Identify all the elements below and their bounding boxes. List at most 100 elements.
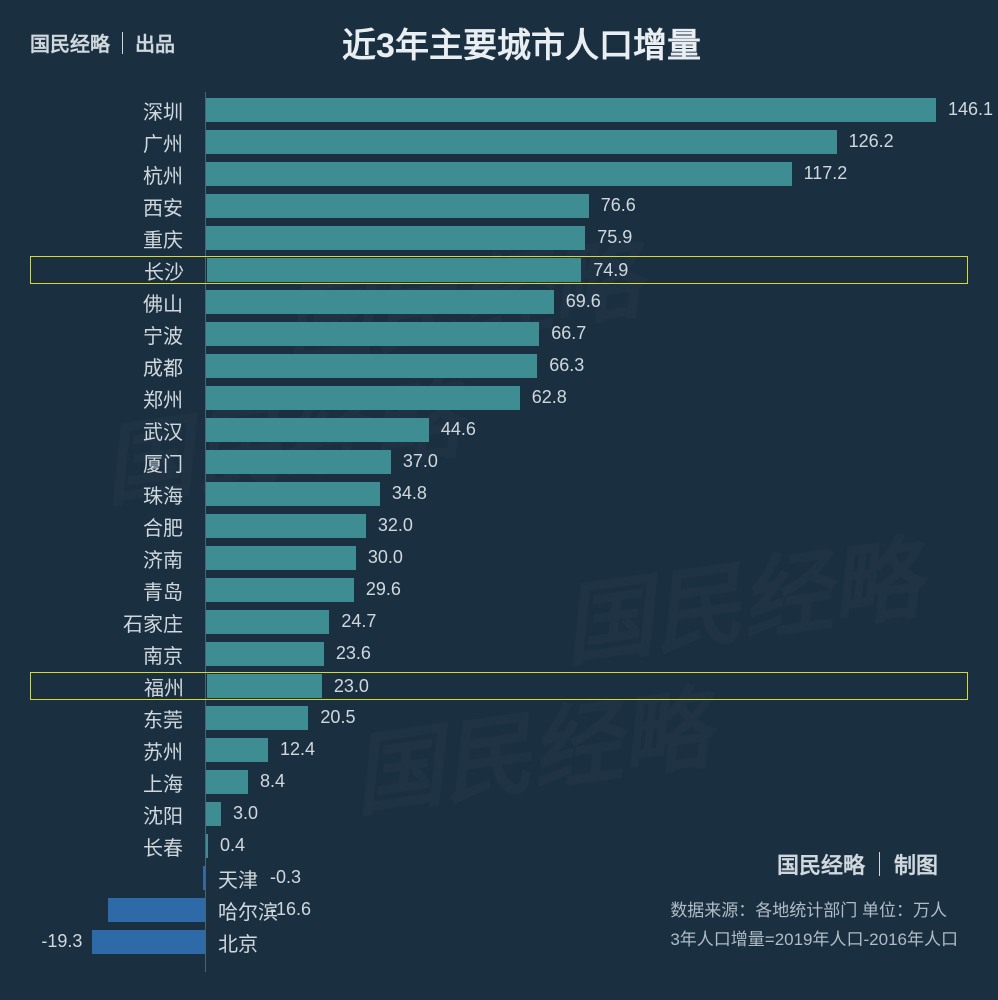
value-label: 37.0 [403, 451, 438, 472]
bar-row: 佛山 69.6 [30, 288, 968, 316]
bar [108, 898, 205, 922]
city-label: 宁波 [30, 320, 195, 349]
city-label: 长沙 [31, 256, 196, 285]
value-label: 66.7 [551, 323, 586, 344]
bar-row: 东莞 20.5 [30, 704, 968, 732]
bar [206, 770, 248, 794]
bar [206, 194, 589, 218]
value-label: 20.5 [320, 707, 355, 728]
city-label: 东莞 [30, 704, 195, 733]
chart-area: 深圳146.1 广州 126.2 杭州 117.2 西安 76.6 重庆75.9 长沙74.9 佛… [30, 92, 968, 972]
bar-row: 武汉 44.6 [30, 416, 968, 444]
bar [206, 514, 366, 538]
bar [206, 546, 356, 570]
bar [203, 866, 205, 890]
bar [206, 354, 537, 378]
value-label: 8.4 [260, 771, 285, 792]
bar [206, 706, 308, 730]
city-label: 成都 [30, 352, 195, 381]
footer-formula: 3年人口增量=2019年人口-2016年人口 [670, 926, 958, 955]
bar-row: 珠海 34.8 [30, 480, 968, 508]
bar [206, 162, 792, 186]
bar-row: 南京23.6 [30, 640, 968, 668]
bar [206, 482, 380, 506]
footer-brand: 国民经略 制图 [777, 848, 938, 880]
city-label: 青岛 [30, 576, 195, 605]
bar [206, 226, 585, 250]
value-label: 117.2 [804, 163, 848, 184]
bar [206, 98, 936, 122]
value-label: 44.6 [441, 419, 476, 440]
value-label: 75.9 [597, 227, 632, 248]
bar [206, 450, 391, 474]
bar-row: 重庆75.9 [30, 224, 968, 252]
city-label: 西安 [30, 192, 195, 221]
bar [206, 738, 268, 762]
city-label: 天津 [210, 864, 258, 893]
value-label: 69.6 [566, 291, 601, 312]
bar [92, 930, 205, 954]
value-label: -0.3 [270, 867, 301, 888]
bar-row: 厦门 37.0 [30, 448, 968, 476]
city-label: 佛山 [30, 288, 195, 317]
bar [206, 418, 429, 442]
bar [207, 258, 581, 282]
value-label: 23.6 [336, 643, 371, 664]
value-label: -16.6 [270, 899, 311, 920]
value-label: 66.3 [549, 355, 584, 376]
header: 国民经略 出品 近3年主要城市人口增量 [0, 0, 998, 77]
bar-row: 广州 126.2 [30, 128, 968, 156]
city-label: 杭州 [30, 160, 195, 189]
value-label: 76.6 [601, 195, 636, 216]
bar-row: 青岛 29.6 [30, 576, 968, 604]
city-label: 珠海 [30, 480, 195, 509]
bar-row: 宁波 66.7 [30, 320, 968, 348]
value-label: 23.0 [334, 676, 369, 697]
bar [206, 130, 837, 154]
bar [206, 578, 354, 602]
bar-row: 上海8.4 [30, 768, 968, 796]
bar [206, 834, 208, 858]
value-label: 126.2 [849, 131, 894, 152]
city-label: 石家庄 [30, 608, 195, 637]
bar [206, 642, 324, 666]
bar [206, 290, 554, 314]
city-label: 苏州 [30, 736, 195, 765]
bar-row: 杭州 117.2 [30, 160, 968, 188]
bar-row: 深圳146.1 [30, 96, 968, 124]
city-label: 合肥 [30, 512, 195, 541]
value-label: 32.0 [378, 515, 413, 536]
value-label: 0.4 [220, 835, 245, 856]
city-label: 沈阳 [30, 800, 195, 829]
city-label: 武汉 [30, 416, 195, 445]
bar [206, 322, 539, 346]
value-label: 12.4 [280, 739, 315, 760]
city-label: 深圳 [30, 96, 195, 125]
value-label: 30.0 [368, 547, 403, 568]
value-label: 29.6 [366, 579, 401, 600]
bar-row: 长沙74.9 [30, 256, 968, 284]
bar-row: 沈阳 3.0 [30, 800, 968, 828]
bar-row: 福州23.0 [30, 672, 968, 700]
city-label: 济南 [30, 544, 195, 573]
bar-row: 合肥 32.0 [30, 512, 968, 540]
bar-row: 郑州62.8 [30, 384, 968, 412]
bar-row: 成都 66.3 [30, 352, 968, 380]
city-label: 哈尔滨 [210, 896, 278, 925]
bar [206, 610, 329, 634]
footer-note: 数据来源：各地统计部门 单位：万人 3年人口增量=2019年人口-2016年人口 [670, 897, 958, 955]
city-label: 长春 [30, 832, 195, 861]
chart-title: 近3年主要城市人口增量 [75, 18, 968, 67]
bar-row: 济南 30.0 [30, 544, 968, 572]
value-label: 3.0 [233, 803, 258, 824]
city-label: 广州 [30, 128, 195, 157]
value-label: 34.8 [392, 483, 427, 504]
bar [206, 386, 520, 410]
city-label: 厦门 [30, 448, 195, 477]
city-label: 郑州 [30, 384, 195, 413]
footer-brand-main: 国民经略 [777, 848, 865, 880]
bar-row: 西安 76.6 [30, 192, 968, 220]
value-label: 146.1 [948, 99, 993, 120]
value-label: -19.3 [41, 931, 82, 952]
bar-row: 苏州 12.4 [30, 736, 968, 764]
